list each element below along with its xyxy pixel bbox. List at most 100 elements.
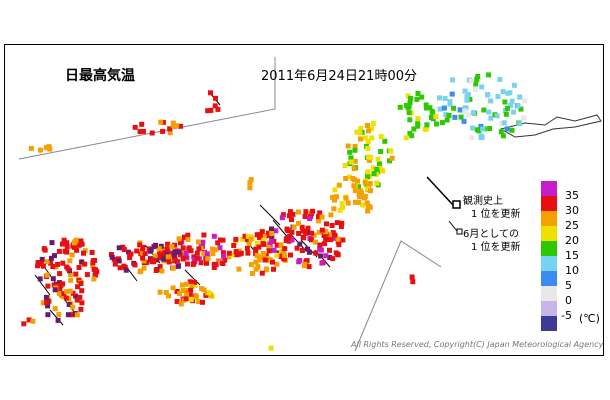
station-marker	[369, 135, 375, 141]
station-marker	[397, 104, 403, 110]
station-marker	[310, 208, 316, 214]
station-marker	[204, 251, 210, 257]
station-marker	[486, 72, 492, 78]
station-marker	[165, 254, 171, 260]
station-marker	[427, 105, 433, 111]
station-marker	[256, 244, 262, 250]
station-marker	[183, 281, 189, 287]
station-marker	[220, 250, 226, 256]
temperature-unit-label: (℃)	[579, 312, 600, 325]
station-marker	[266, 230, 271, 236]
station-marker	[297, 241, 303, 247]
station-marker	[60, 294, 66, 299]
station-marker	[52, 287, 58, 293]
station-marker	[340, 205, 346, 210]
station-marker	[338, 224, 344, 229]
station-marker	[176, 236, 182, 242]
station-marker	[429, 108, 435, 114]
station-marker	[59, 241, 65, 247]
station-marker	[348, 159, 354, 165]
station-marker	[79, 300, 85, 306]
station-marker	[257, 254, 263, 260]
station-marker	[343, 195, 349, 201]
station-marker	[466, 112, 472, 118]
station-marker	[328, 237, 334, 243]
station-marker	[77, 294, 83, 300]
station-marker	[254, 253, 260, 258]
okinawa-inset-divider	[18, 57, 276, 160]
station-marker	[451, 105, 457, 111]
station-marker	[128, 251, 134, 257]
station-marker	[269, 226, 274, 232]
station-marker	[406, 103, 412, 109]
station-marker	[76, 242, 82, 248]
station-marker	[415, 120, 421, 126]
station-marker	[56, 312, 62, 317]
station-marker	[63, 295, 69, 301]
station-marker	[139, 251, 145, 257]
station-marker	[473, 84, 478, 90]
station-marker	[382, 138, 388, 144]
station-marker	[279, 215, 285, 221]
station-marker	[409, 274, 415, 280]
station-marker	[443, 112, 449, 118]
station-marker	[81, 250, 86, 256]
station-marker	[358, 136, 363, 142]
station-marker	[289, 217, 294, 223]
station-marker	[50, 276, 56, 282]
station-marker	[43, 145, 49, 151]
station-marker	[368, 126, 374, 132]
station-marker	[159, 268, 165, 274]
station-marker	[521, 115, 527, 121]
scale-tick-label: 0	[565, 294, 572, 307]
station-marker	[157, 289, 163, 295]
station-marker	[352, 147, 358, 153]
station-marker	[44, 259, 50, 265]
station-marker	[194, 255, 200, 261]
station-marker	[322, 241, 327, 247]
station-marker	[91, 276, 97, 282]
station-marker	[82, 261, 88, 267]
station-marker	[366, 157, 372, 163]
station-marker	[70, 290, 76, 296]
station-marker	[296, 230, 302, 236]
station-marker	[470, 125, 476, 131]
station-marker	[123, 267, 129, 273]
copyright-notice: All Rights Reserved, Copyright(C) Japan …	[351, 340, 604, 349]
station-marker	[291, 224, 297, 230]
station-marker	[406, 110, 412, 116]
station-marker	[76, 265, 82, 270]
station-marker	[437, 95, 442, 101]
station-marker	[481, 107, 487, 113]
station-marker	[248, 177, 254, 183]
station-marker	[40, 300, 46, 306]
station-marker	[509, 98, 515, 104]
station-marker	[246, 241, 252, 247]
station-marker	[215, 106, 221, 112]
station-marker	[56, 291, 62, 297]
station-marker	[278, 254, 284, 259]
station-marker	[469, 135, 475, 141]
station-marker	[278, 242, 284, 248]
station-marker	[282, 252, 288, 258]
station-marker	[517, 94, 523, 100]
station-marker	[64, 244, 70, 250]
station-marker	[226, 254, 232, 260]
station-marker	[253, 266, 259, 272]
station-marker	[487, 126, 493, 131]
station-marker	[271, 266, 276, 272]
station-marker	[296, 220, 301, 226]
station-marker	[509, 127, 515, 133]
station-marker	[212, 103, 218, 109]
station-marker	[319, 214, 325, 220]
station-marker	[376, 161, 382, 167]
station-marker	[303, 230, 309, 236]
station-marker	[480, 126, 486, 132]
station-marker	[231, 243, 237, 248]
station-marker	[40, 263, 46, 269]
station-marker	[58, 283, 64, 288]
scale-swatch	[541, 271, 557, 286]
station-marker	[306, 264, 312, 270]
station-marker	[56, 248, 62, 254]
scale-tick-label: 20	[565, 234, 579, 247]
